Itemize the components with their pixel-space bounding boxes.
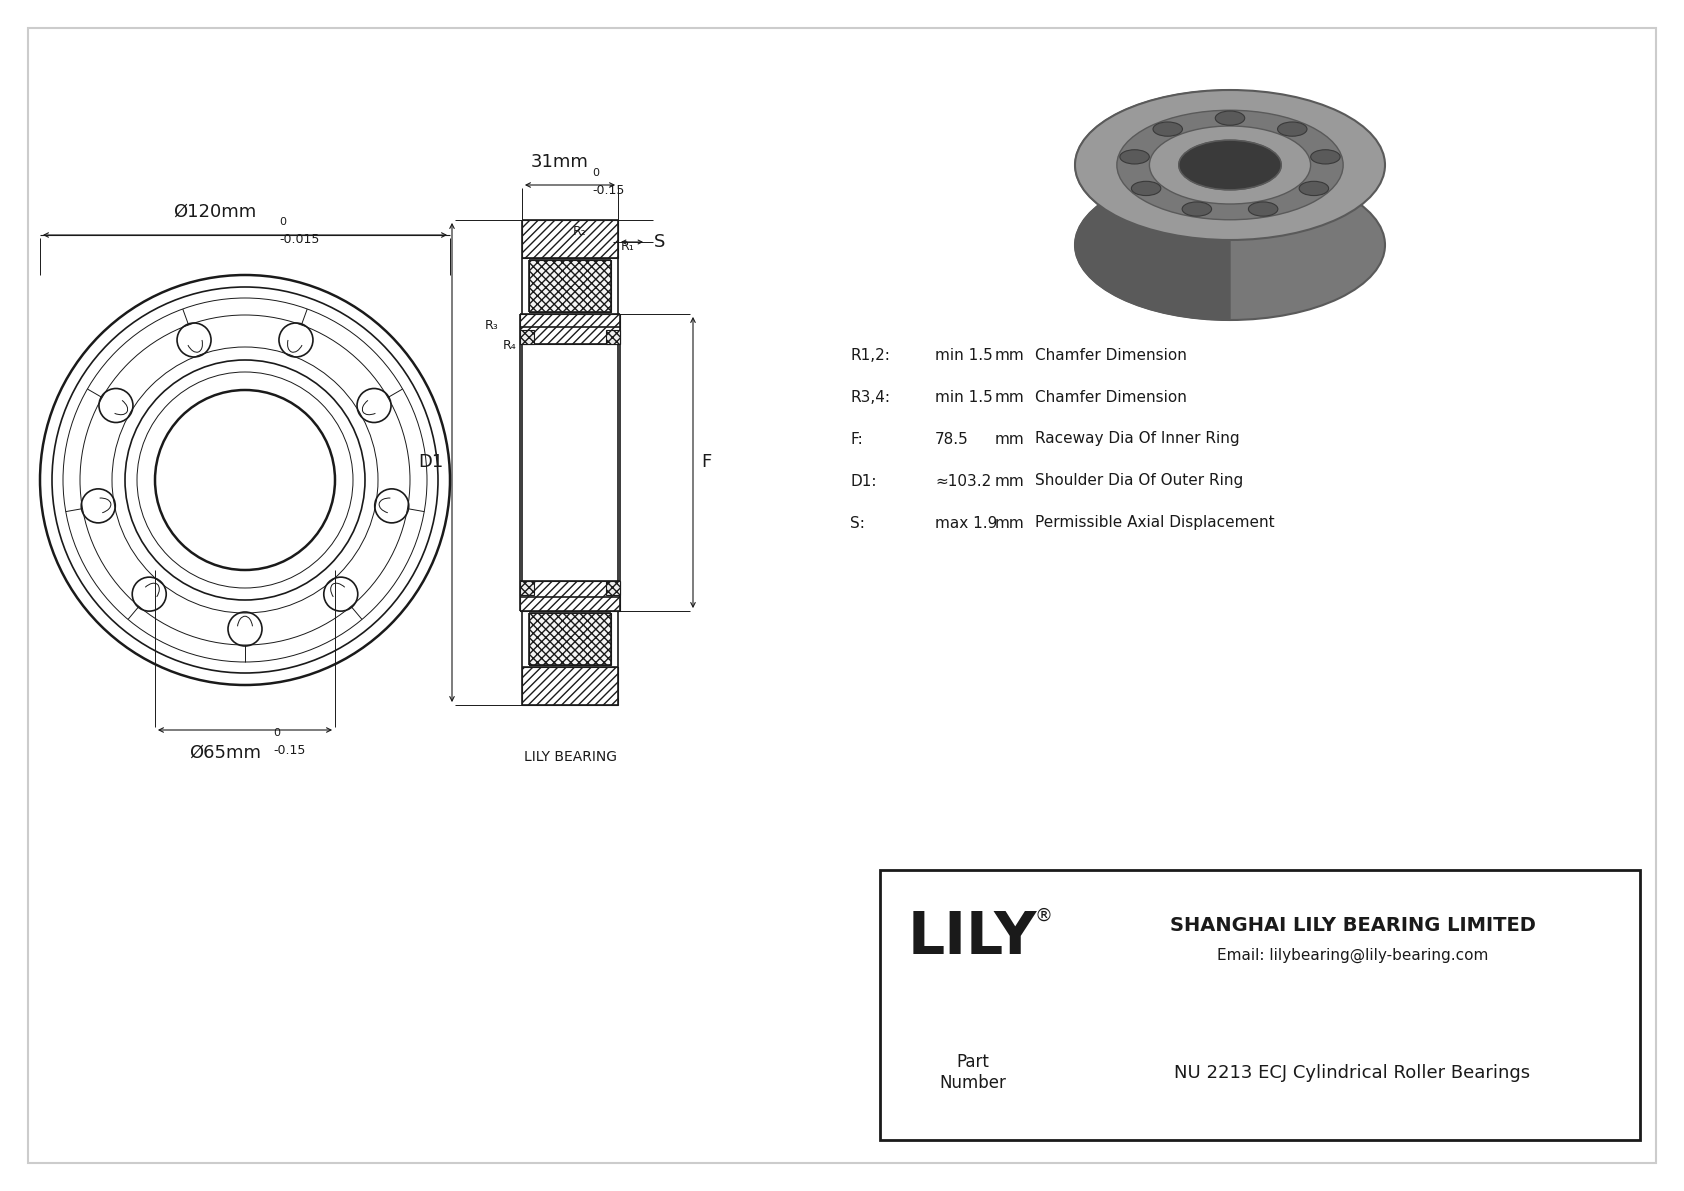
Text: -0.15: -0.15 xyxy=(273,744,305,757)
Text: mm: mm xyxy=(995,389,1026,405)
Bar xyxy=(529,260,611,312)
Text: mm: mm xyxy=(995,474,1026,488)
Text: Chamfer Dimension: Chamfer Dimension xyxy=(1036,389,1187,405)
Text: -0.015: -0.015 xyxy=(280,233,320,247)
Text: R₄: R₄ xyxy=(504,339,517,353)
Text: Email: lilybearing@lily-bearing.com: Email: lilybearing@lily-bearing.com xyxy=(1218,948,1489,964)
Bar xyxy=(522,667,618,705)
Text: Shoulder Dia Of Outer Ring: Shoulder Dia Of Outer Ring xyxy=(1036,474,1243,488)
Ellipse shape xyxy=(1298,181,1329,195)
Text: LILY: LILY xyxy=(908,909,1037,966)
Bar xyxy=(520,581,620,611)
Text: min 1.5: min 1.5 xyxy=(935,348,994,362)
Text: Raceway Dia Of Inner Ring: Raceway Dia Of Inner Ring xyxy=(1036,431,1239,447)
Ellipse shape xyxy=(1179,141,1282,189)
Text: R3,4:: R3,4: xyxy=(850,389,891,405)
Ellipse shape xyxy=(1132,181,1160,195)
Text: 0: 0 xyxy=(280,217,286,227)
Text: Part
Number: Part Number xyxy=(940,1053,1005,1092)
Text: D1:: D1: xyxy=(850,474,876,488)
Text: R₃: R₃ xyxy=(485,319,498,332)
Bar xyxy=(881,869,1640,1140)
Ellipse shape xyxy=(1074,170,1384,320)
Text: mm: mm xyxy=(995,431,1026,447)
Text: mm: mm xyxy=(995,348,1026,362)
Bar xyxy=(522,220,618,258)
Ellipse shape xyxy=(1120,150,1148,164)
Text: Chamfer Dimension: Chamfer Dimension xyxy=(1036,348,1187,362)
Text: SHANGHAI LILY BEARING LIMITED: SHANGHAI LILY BEARING LIMITED xyxy=(1170,916,1536,935)
Text: mm: mm xyxy=(995,516,1026,530)
Polygon shape xyxy=(1074,91,1229,320)
Text: R₂: R₂ xyxy=(573,225,586,238)
Bar xyxy=(520,581,534,596)
Bar xyxy=(520,330,534,344)
Text: 0: 0 xyxy=(273,728,280,738)
Text: R₁: R₁ xyxy=(621,241,635,252)
Bar xyxy=(529,613,611,665)
Text: min 1.5: min 1.5 xyxy=(935,389,994,405)
Ellipse shape xyxy=(1150,126,1310,204)
Bar xyxy=(606,581,620,596)
Bar xyxy=(606,330,620,344)
Text: NU 2213 ECJ Cylindrical Roller Bearings: NU 2213 ECJ Cylindrical Roller Bearings xyxy=(1174,1064,1531,1081)
Text: R1,2:: R1,2: xyxy=(850,348,889,362)
Ellipse shape xyxy=(1116,111,1344,220)
Text: ≈103.2: ≈103.2 xyxy=(935,474,992,488)
Ellipse shape xyxy=(1154,121,1182,136)
Ellipse shape xyxy=(1216,111,1244,125)
Ellipse shape xyxy=(1182,202,1211,217)
Ellipse shape xyxy=(1074,91,1384,241)
Text: -0.15: -0.15 xyxy=(593,183,625,197)
Text: ®: ® xyxy=(1034,906,1052,924)
Ellipse shape xyxy=(1278,121,1307,136)
Text: 78.5: 78.5 xyxy=(935,431,968,447)
Ellipse shape xyxy=(1310,150,1340,164)
Text: 31mm: 31mm xyxy=(530,152,589,172)
Ellipse shape xyxy=(1248,202,1278,217)
Text: F:: F: xyxy=(850,431,862,447)
Text: Ø120mm: Ø120mm xyxy=(173,202,256,222)
Bar xyxy=(520,314,620,344)
Text: D1: D1 xyxy=(419,453,445,470)
Text: 0: 0 xyxy=(593,168,600,177)
Text: Ø65mm: Ø65mm xyxy=(189,744,261,762)
Text: Permissible Axial Displacement: Permissible Axial Displacement xyxy=(1036,516,1275,530)
Text: LILY BEARING: LILY BEARING xyxy=(524,750,616,763)
Ellipse shape xyxy=(1179,141,1282,189)
Text: S: S xyxy=(653,233,665,251)
Text: S:: S: xyxy=(850,516,866,530)
Text: max 1.9: max 1.9 xyxy=(935,516,997,530)
Text: F: F xyxy=(701,453,711,470)
